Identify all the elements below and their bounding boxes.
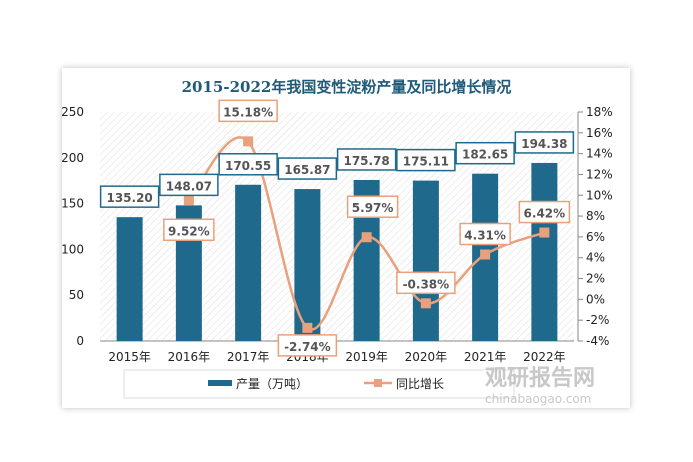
bar-data-label-box — [514, 131, 575, 154]
line-data-label: -0.38% — [403, 277, 450, 291]
bar-data-label: 165.87 — [284, 163, 330, 177]
watermark: 观研报告网 chinabaogao.com — [485, 366, 596, 406]
line-data-label-box — [518, 200, 571, 224]
growth-marker — [480, 249, 491, 260]
y2-tick-label: 0% — [586, 292, 605, 306]
bar-data-label-box — [336, 148, 397, 171]
growth-marker — [183, 195, 194, 206]
y2-tick-label: 8% — [586, 209, 605, 223]
line-data-label: 6.42% — [524, 207, 566, 221]
growth-marker — [361, 232, 372, 243]
y-tick-label: 200 — [61, 151, 84, 165]
bar — [116, 217, 143, 341]
legend-label: 同比增长 — [396, 377, 444, 391]
y2-tick-label: -2% — [586, 313, 609, 327]
bar-data-label-box — [455, 141, 515, 165]
y-tick-label: 50 — [69, 288, 84, 302]
growth-marker — [539, 227, 550, 238]
y2-tick-label: 10% — [586, 188, 613, 202]
bar-data-label: 135.20 — [106, 191, 152, 205]
bar-data-label: 148.07 — [166, 179, 212, 193]
bar-data-label-box — [396, 148, 456, 172]
y-tick-label: 100 — [61, 242, 84, 256]
line-data-label: 5.97% — [352, 201, 394, 215]
line-data-label: -2.74% — [284, 340, 331, 354]
line-data-label-box — [218, 99, 278, 123]
y2-tick-label: 12% — [586, 167, 613, 181]
bar-data-label-box — [159, 173, 219, 197]
bar-data-label: 182.65 — [462, 148, 508, 162]
y2-tick-label: 18% — [586, 105, 613, 119]
bar-data-label: 170.55 — [225, 159, 271, 173]
y2-tick-label: 4% — [586, 251, 605, 265]
bar-data-label-box — [218, 153, 278, 176]
growth-marker — [302, 322, 313, 333]
x-tick-label: 2019年 — [345, 350, 388, 364]
line-data-label-box — [277, 334, 338, 357]
x-tick-label: 2015年 — [108, 350, 151, 364]
bar — [531, 162, 558, 341]
bar-data-label: 194.38 — [521, 137, 567, 151]
line-data-label-box — [459, 222, 511, 246]
bar-data-label: 175.11 — [403, 155, 449, 169]
y2-tick-label: 2% — [586, 272, 605, 286]
growth-marker — [243, 136, 254, 147]
line-data-label-box — [396, 271, 456, 295]
chart-title: 2015-2022年我国变性淀粉产量及同比增长情况 — [181, 78, 512, 96]
x-tick-label: 2021年 — [464, 350, 507, 364]
y2-tick-label: 14% — [586, 147, 613, 161]
legend — [123, 369, 515, 399]
bar-data-label-box — [99, 185, 160, 208]
y2-tick-label: -4% — [586, 334, 609, 348]
line-data-label-box — [163, 218, 215, 242]
line-data-label-box — [346, 195, 399, 218]
bar — [294, 189, 321, 341]
growth-marker — [420, 298, 431, 309]
bar-data-label: 175.78 — [343, 154, 389, 168]
line-data-label: 15.18% — [223, 105, 273, 119]
y-tick-label: 0 — [76, 334, 84, 348]
x-tick-label: 2022年 — [523, 350, 566, 364]
legend-label: 产量（万吨） — [236, 377, 308, 391]
line-data-label: 9.52% — [168, 224, 210, 238]
y-tick-label: 250 — [61, 105, 84, 119]
legend-bar-swatch — [208, 380, 232, 386]
bar — [412, 180, 439, 341]
y2-tick-label: 16% — [586, 126, 613, 140]
bar-data-label-box — [277, 157, 338, 180]
x-tick-label: 2020年 — [405, 350, 448, 364]
line-data-label: 4.31% — [464, 229, 506, 243]
y2-tick-label: 6% — [586, 230, 605, 244]
x-tick-label: 2016年 — [168, 350, 211, 364]
x-tick-label: 2017年 — [227, 350, 270, 364]
legend-line-marker — [374, 379, 382, 387]
bar — [235, 184, 262, 341]
y-tick-label: 150 — [61, 197, 84, 211]
